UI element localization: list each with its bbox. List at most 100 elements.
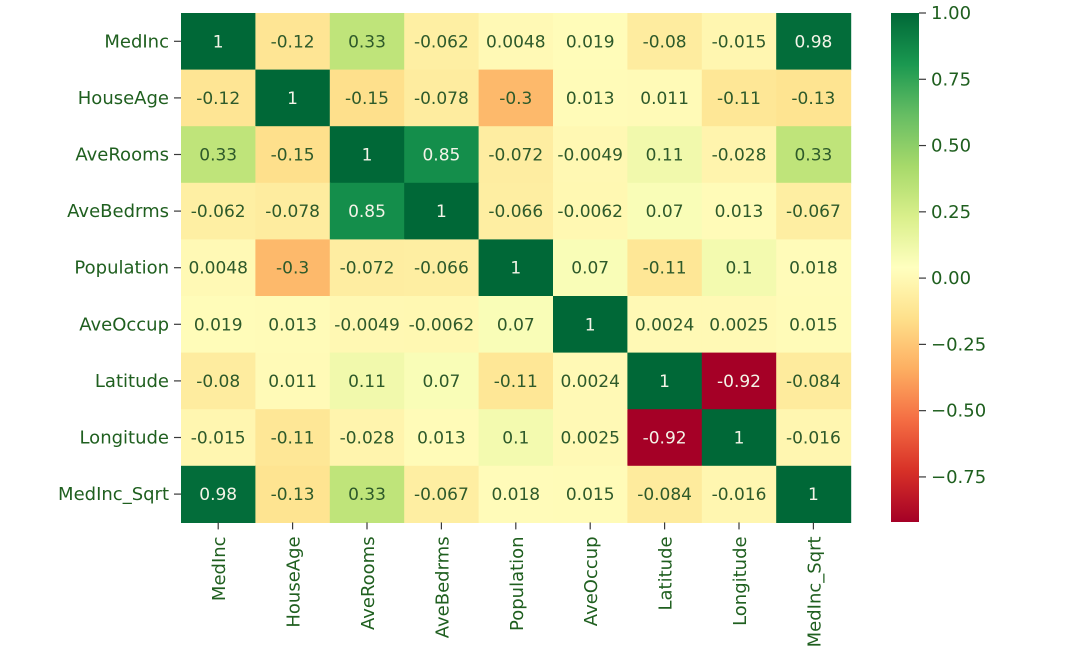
- cell-value-label: 0.015: [566, 485, 615, 505]
- heatmap-cell: [627, 182, 703, 240]
- cell-value-label: 1: [287, 89, 298, 109]
- cell-value-label: 1: [213, 32, 224, 52]
- cell-value-label: 0.07: [497, 315, 535, 335]
- cell-value-label: 0.85: [422, 146, 460, 166]
- cell-value-label: 0.011: [268, 372, 317, 392]
- heatmap-cell: [627, 126, 703, 184]
- cell-value-label: -0.084: [637, 485, 692, 505]
- cell-value-label: 1: [808, 485, 819, 505]
- y-tick-label: AveOccup: [79, 314, 169, 335]
- heatmap-cell: [181, 126, 256, 184]
- heatmap-cell: [255, 13, 331, 71]
- heatmap-cell: [553, 465, 628, 523]
- heatmap-cell: [329, 239, 405, 297]
- cell-value-label: 0.0048: [188, 259, 247, 279]
- heatmap-cell: [181, 296, 256, 354]
- colorbar-tick-label: −0.75: [931, 467, 986, 488]
- cell-value-label: -0.15: [271, 146, 315, 166]
- heatmap-cell: [404, 69, 480, 127]
- heatmap-cell: [255, 182, 331, 240]
- heatmap-cell: [404, 409, 480, 467]
- cell-value-label: -0.0062: [409, 315, 475, 335]
- heatmap-cell: [181, 409, 256, 467]
- cell-value-label: 0.07: [422, 372, 460, 392]
- heatmap-cell: [776, 239, 852, 297]
- heatmap-cell: [255, 352, 331, 410]
- x-tick-label: AveBedrms: [432, 536, 453, 638]
- y-tick-label: MedInc_Sqrt: [58, 484, 169, 505]
- cell-value-label: 1: [436, 202, 447, 222]
- heatmap-cell: [255, 69, 331, 127]
- cell-value-label: 0.018: [491, 485, 540, 505]
- cell-value-label: 0.013: [417, 429, 466, 449]
- heatmap-cell: [329, 409, 405, 467]
- heatmap-cell: [404, 13, 480, 71]
- heatmap-cell: [553, 409, 628, 467]
- x-tick-label: Longitude: [730, 536, 751, 626]
- heatmap-cell: [478, 409, 554, 467]
- cell-value-label: -0.066: [414, 259, 469, 279]
- heatmap-cell: [701, 352, 777, 410]
- heatmap-cell: [553, 239, 628, 297]
- x-tick-label: Population: [507, 536, 528, 631]
- cell-value-label: -0.12: [196, 89, 240, 109]
- cell-value-label: -0.08: [643, 32, 687, 52]
- heatmap-cell: [329, 69, 405, 127]
- cell-value-label: 0.33: [348, 485, 386, 505]
- heatmap-cell: [776, 352, 852, 410]
- heatmap-cell: [478, 296, 554, 354]
- x-tick-label: MedInc_Sqrt: [804, 536, 825, 647]
- cell-value-label: 0.07: [646, 202, 684, 222]
- cell-value-label: -0.072: [340, 259, 395, 279]
- heatmap-cell: [553, 69, 628, 127]
- heatmap-annotations: 1 -0.12 0.33 -0.062 0.0048 0.019 -0.08 -0.015 0.…: [188, 32, 840, 505]
- cell-value-label: -0.0062: [557, 202, 623, 222]
- heatmap-cells: [181, 13, 852, 523]
- heatmap-cell: [553, 352, 628, 410]
- cell-value-label: -0.016: [786, 429, 841, 449]
- heatmap-cell: [627, 239, 703, 297]
- colorbar-tick-label: 0.50: [931, 136, 971, 157]
- heatmap-cell: [478, 182, 554, 240]
- cell-value-label: 0.98: [794, 32, 832, 52]
- heatmap-cell: [181, 465, 256, 523]
- cell-value-label: 1: [585, 315, 596, 335]
- y-tick-label: Population: [74, 258, 169, 279]
- cell-value-label: -0.11: [271, 429, 315, 449]
- cell-value-label: 0.013: [268, 315, 317, 335]
- cell-value-label: -0.0049: [557, 146, 623, 166]
- heatmap-cell: [404, 352, 480, 410]
- cell-value-label: 0.33: [348, 32, 386, 52]
- cell-value-label: -0.067: [414, 485, 469, 505]
- heatmap-cell: [478, 69, 554, 127]
- cell-value-label: 0.11: [348, 372, 386, 392]
- cell-value-label: -0.084: [786, 372, 841, 392]
- y-tick-label: Latitude: [95, 371, 169, 392]
- cell-value-label: 1: [510, 259, 521, 279]
- heatmap-cell: [255, 126, 331, 184]
- heatmap-cell: [329, 126, 405, 184]
- heatmap-cell: [776, 126, 852, 184]
- heatmap-cell: [553, 126, 628, 184]
- heatmap-cell: [329, 465, 405, 523]
- heatmap-cell: [478, 352, 554, 410]
- cell-value-label: -0.11: [494, 372, 538, 392]
- x-tick-label: AveRooms: [358, 536, 379, 630]
- cell-value-label: 0.33: [199, 146, 237, 166]
- colorbar-tick-label: −0.25: [931, 334, 986, 355]
- heatmap-cell: [181, 239, 256, 297]
- heatmap-cell: [627, 296, 703, 354]
- heatmap-cell: [255, 296, 331, 354]
- cell-value-label: -0.016: [712, 485, 767, 505]
- heatmap-cell: [701, 126, 777, 184]
- cell-value-label: 0.98: [199, 485, 237, 505]
- cell-value-label: -0.15: [345, 89, 389, 109]
- cell-value-label: -0.08: [196, 372, 240, 392]
- heatmap-cell: [181, 69, 256, 127]
- y-tick-label: AveBedrms: [67, 201, 169, 222]
- cell-value-label: 0.0025: [709, 315, 768, 335]
- cell-value-label: 0.018: [789, 259, 838, 279]
- heatmap-cell: [404, 182, 480, 240]
- heatmap-cell: [181, 352, 256, 410]
- cell-value-label: -0.062: [414, 32, 469, 52]
